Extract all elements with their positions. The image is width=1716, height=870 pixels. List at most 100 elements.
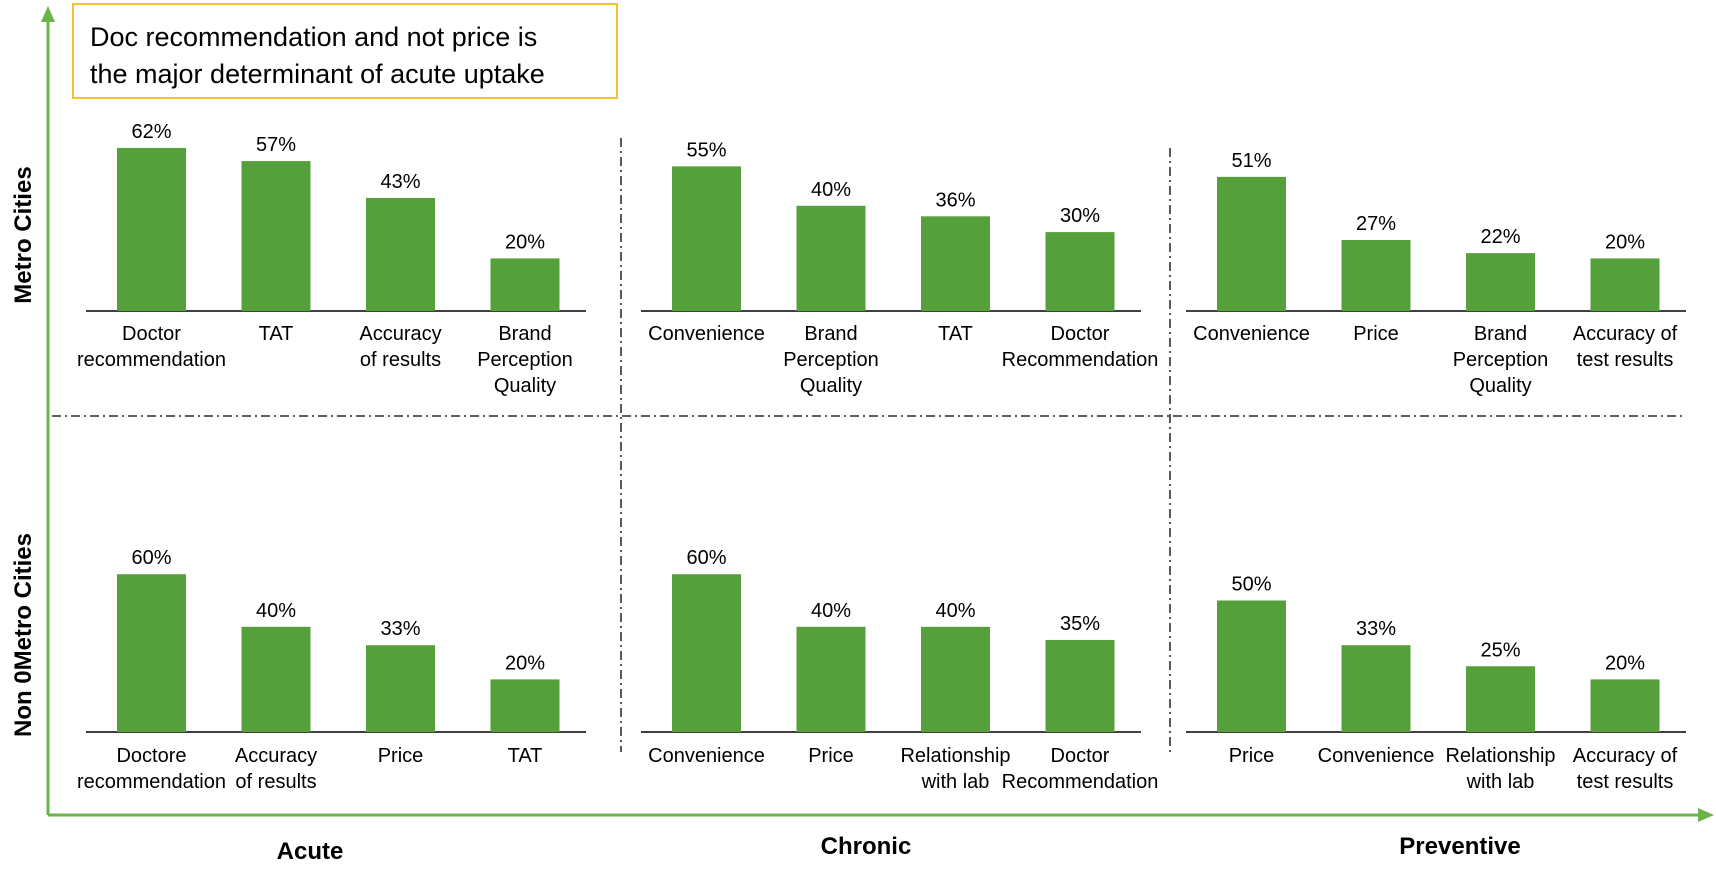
data-label-5-1: 33%	[1356, 618, 1396, 640]
data-label-2-3: 20%	[1605, 231, 1645, 253]
data-label-4-1: 40%	[811, 600, 851, 622]
category-label-0-1-0: TAT	[259, 323, 294, 345]
category-label-3-1-1: of results	[235, 771, 316, 793]
data-label-0-0: 62%	[131, 121, 171, 143]
data-label-4-2: 40%	[935, 600, 975, 622]
data-label-2-0: 51%	[1231, 150, 1271, 172]
category-label-4-2-0: Relationship	[900, 745, 1010, 767]
data-label-3-0: 60%	[131, 547, 171, 569]
col-label-chronic: Chronic	[820, 833, 912, 860]
category-label-0-3-2: Quality	[494, 375, 556, 397]
bar-1-2	[921, 216, 990, 311]
bar-4-1	[796, 626, 866, 732]
row-label-non-metro: Non 0Metro Cities	[10, 532, 37, 738]
data-label-0-2: 43%	[380, 171, 420, 193]
category-label-4-3-1: Recommendation	[1002, 771, 1159, 793]
category-label-2-3-1: test results	[1577, 349, 1674, 371]
category-label-1-1-1: Perception	[783, 349, 879, 371]
category-label-2-2-1: Perception	[1453, 349, 1549, 371]
bar-2-0	[1217, 176, 1286, 311]
row-label-metro: Metro Cities	[10, 166, 37, 304]
data-label-1-1: 40%	[811, 179, 851, 201]
bar-5-2	[1466, 666, 1535, 732]
bar-1-0	[672, 166, 741, 311]
bar-2-2	[1466, 253, 1535, 311]
category-label-0-0-1: recommendation	[77, 349, 226, 371]
category-label-1-2-0: TAT	[938, 323, 973, 345]
bar-4-0	[672, 574, 741, 732]
category-label-5-2-1: with lab	[1466, 771, 1535, 793]
y-axis-arrowhead	[41, 6, 55, 22]
bar-0-0	[117, 147, 186, 311]
category-label-0-3-1: Perception	[477, 349, 573, 371]
bar-0-3	[490, 258, 560, 311]
bar-4-2	[921, 626, 990, 732]
category-label-3-2-0: Price	[378, 745, 424, 767]
callout-box: Doc recommendation and not price is the …	[72, 3, 618, 99]
category-label-4-0-0: Convenience	[648, 745, 765, 767]
category-label-5-3-0: Accuracy of	[1573, 745, 1678, 767]
data-label-1-3: 30%	[1060, 205, 1100, 227]
data-label-0-1: 57%	[256, 134, 296, 156]
bar-4-3	[1045, 639, 1115, 732]
bar-1-3	[1045, 232, 1115, 311]
category-label-4-3-0: Doctor	[1051, 745, 1110, 767]
category-label-0-2-1: of results	[360, 349, 441, 371]
category-label-0-2-0: Accuracy	[359, 323, 441, 345]
bar-3-2	[366, 645, 435, 732]
category-label-3-1-0: Accuracy	[235, 745, 317, 767]
bar-0-2	[366, 197, 435, 311]
category-label-5-0-0: Price	[1229, 745, 1275, 767]
data-label-1-0: 55%	[686, 139, 726, 161]
category-label-3-0-1: recommendation	[77, 771, 226, 793]
category-label-1-3-1: Recommendation	[1002, 349, 1159, 371]
category-label-3-0-0: Doctore	[116, 745, 186, 767]
callout-line-2: the major determinant of acute uptake	[90, 59, 545, 89]
bar-5-1	[1341, 645, 1411, 732]
col-label-preventive: Preventive	[1399, 833, 1521, 860]
category-label-1-1-0: Brand	[804, 323, 857, 345]
bar-2-1	[1341, 239, 1411, 311]
data-label-3-3: 20%	[505, 652, 545, 674]
callout-line-1: Doc recommendation and not price is	[90, 22, 538, 52]
bar-5-0	[1217, 600, 1286, 732]
category-label-5-3-1: test results	[1577, 771, 1674, 793]
category-label-5-1-0: Convenience	[1318, 745, 1435, 767]
category-label-1-3-0: Doctor	[1051, 323, 1110, 345]
category-label-5-2-0: Relationship	[1445, 745, 1555, 767]
data-label-3-1: 40%	[256, 600, 296, 622]
category-label-1-1-2: Quality	[800, 375, 862, 397]
category-label-4-2-1: with lab	[921, 771, 990, 793]
category-label-2-0-0: Convenience	[1193, 323, 1310, 345]
bar-3-0	[117, 574, 186, 732]
category-label-3-3-0: TAT	[508, 745, 543, 767]
bar-5-3	[1590, 679, 1660, 732]
bar-1-1	[796, 205, 866, 311]
category-label-2-3-0: Accuracy of	[1573, 323, 1678, 345]
data-label-3-2: 33%	[380, 618, 420, 640]
bar-3-3	[490, 679, 560, 732]
bar-2-3	[1590, 258, 1660, 311]
data-label-4-3: 35%	[1060, 613, 1100, 635]
data-label-5-3: 20%	[1605, 652, 1645, 674]
category-label-0-3-0: Brand	[498, 323, 551, 345]
data-label-5-0: 50%	[1231, 574, 1271, 596]
data-label-4-0: 60%	[686, 547, 726, 569]
data-label-0-3: 20%	[505, 231, 545, 253]
data-label-5-2: 25%	[1480, 639, 1520, 661]
category-label-2-1-0: Price	[1353, 323, 1399, 345]
col-label-acute: Acute	[276, 838, 344, 865]
bar-0-1	[241, 161, 311, 311]
category-label-2-2-0: Brand	[1474, 323, 1527, 345]
category-label-2-2-2: Quality	[1469, 375, 1531, 397]
data-label-2-1: 27%	[1356, 213, 1396, 235]
bar-3-1	[241, 626, 311, 732]
data-label-1-2: 36%	[935, 189, 975, 211]
x-axis-arrowhead	[1698, 808, 1714, 822]
category-label-1-0-0: Convenience	[648, 323, 765, 345]
data-label-2-2: 22%	[1480, 226, 1520, 248]
category-label-4-1-0: Price	[808, 745, 854, 767]
category-label-0-0-0: Doctor	[122, 323, 181, 345]
